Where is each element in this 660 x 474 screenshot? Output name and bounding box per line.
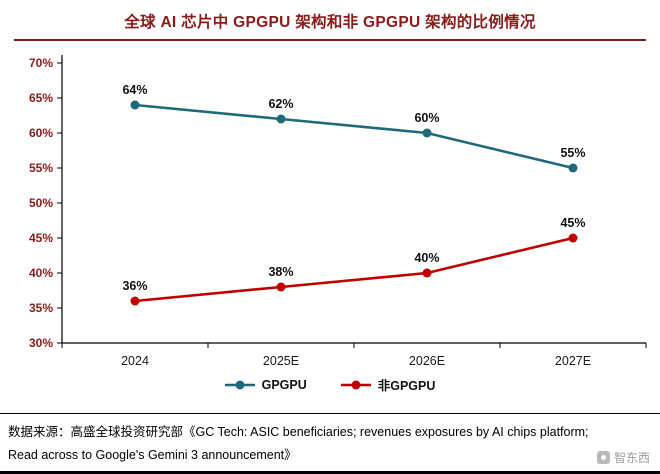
data-point-非GPGPU <box>568 233 578 243</box>
footer-row: Read across to Google's Gemini 3 announc… <box>8 444 650 467</box>
data-point-GPGPU <box>568 163 578 173</box>
data-label: 62% <box>268 97 293 111</box>
data-label: 38% <box>268 265 293 279</box>
data-label: 40% <box>414 251 439 265</box>
source-line-2: Read across to Google's Gemini 3 announc… <box>8 447 297 462</box>
legend-item-非GPGPU: 非GPGPU <box>340 375 436 394</box>
legend-marker-icon <box>224 380 255 389</box>
y-axis-label: 60% <box>29 126 53 140</box>
y-axis-label: 55% <box>29 161 53 175</box>
x-axis-label: 2027E <box>555 354 591 368</box>
line-chart: 30% 35% 40% 45% 50% 55% 60% 65% 70% 2024 2025E 2026… <box>29 55 647 368</box>
data-label: 60% <box>414 111 439 125</box>
x-axis-label: 2026E <box>409 354 445 368</box>
data-point-GPGPU <box>422 128 432 138</box>
x-axis-label: 2024 <box>121 354 149 368</box>
data-point-非GPGPU <box>422 268 432 278</box>
x-axis-label: 2025E <box>263 354 299 368</box>
y-axis-label: 50% <box>29 196 53 210</box>
data-label: 36% <box>122 279 147 293</box>
legend-label: 非GPGPU <box>377 379 436 393</box>
watermark-text: 智东西 <box>613 451 650 465</box>
data-point-GPGPU <box>276 114 286 124</box>
series-line-非GPGPU <box>134 236 574 303</box>
data-point-非GPGPU <box>276 282 286 292</box>
title-divider <box>14 39 646 41</box>
y-axis-label: 30% <box>29 336 53 350</box>
y-axis-label: 70% <box>29 56 53 70</box>
source-footer: 数据来源：高盛全球投资研究部《GC Tech: ASIC beneficiari… <box>0 413 660 474</box>
legend-item-GPGPU: GPGPU <box>224 377 307 392</box>
data-label: 64% <box>122 83 147 97</box>
source-line-1: 数据来源：高盛全球投资研究部《GC Tech: ASIC beneficiari… <box>8 425 589 439</box>
chart-legend: GPGPU 非GPGPU <box>0 375 660 394</box>
y-axis-label: 65% <box>29 91 53 105</box>
y-axis-label: 35% <box>29 301 53 315</box>
zhidongxi-watermark: 智东西 <box>596 449 650 466</box>
series-line-GPGPU <box>134 103 574 170</box>
y-axis-label: 45% <box>29 231 53 245</box>
data-point-非GPGPU <box>130 296 140 306</box>
y-axis-label: 40% <box>29 266 53 280</box>
data-label: 45% <box>560 216 585 230</box>
data-point-GPGPU <box>130 100 140 110</box>
chart-title: 全球 AI 芯片中 GPGPU 架构和非 GPGPU 架构的比例情况 <box>124 14 536 31</box>
legend-marker-icon <box>340 380 371 389</box>
data-label: 55% <box>560 146 585 160</box>
zhidongxi-logo-icon <box>596 451 610 464</box>
legend-label: GPGPU <box>261 377 307 392</box>
